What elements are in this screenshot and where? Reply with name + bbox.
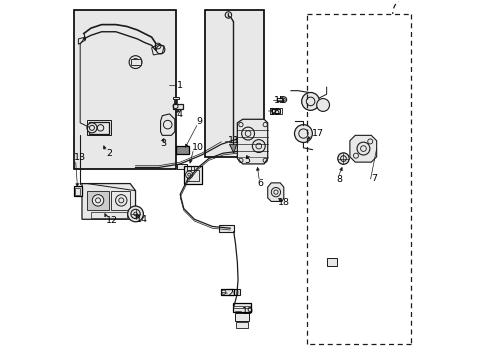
Text: 5: 5 (244, 156, 250, 165)
Bar (183, 166, 202, 184)
Circle shape (185, 171, 192, 178)
Text: 6: 6 (257, 179, 263, 188)
Polygon shape (229, 144, 236, 153)
Text: 13: 13 (74, 153, 86, 162)
Polygon shape (267, 183, 283, 202)
Bar (235, 322, 247, 328)
Bar (186, 170, 198, 181)
Circle shape (337, 153, 348, 164)
Text: 17: 17 (312, 129, 324, 138)
Text: 7: 7 (370, 175, 377, 184)
Circle shape (271, 188, 280, 197)
Polygon shape (237, 119, 267, 164)
Circle shape (115, 195, 127, 206)
Circle shape (316, 99, 329, 111)
Bar (221, 289, 233, 295)
Bar (233, 303, 250, 312)
Text: 1: 1 (176, 81, 182, 90)
Bar (276, 98, 282, 102)
Bar (227, 289, 240, 295)
Bar (87, 120, 110, 135)
Bar (326, 258, 336, 266)
Bar (176, 164, 187, 169)
Text: 9: 9 (196, 117, 202, 126)
Text: 18: 18 (278, 198, 289, 207)
Text: 16: 16 (268, 108, 280, 117)
Bar (219, 225, 233, 232)
Bar (173, 97, 179, 99)
Text: 3: 3 (160, 139, 165, 148)
Bar (110, 191, 130, 210)
Bar (74, 10, 175, 169)
Circle shape (301, 93, 319, 111)
Circle shape (294, 125, 312, 143)
Text: 19: 19 (241, 307, 253, 316)
Text: 8: 8 (335, 175, 341, 184)
Circle shape (92, 195, 103, 206)
Circle shape (129, 56, 142, 68)
Polygon shape (78, 37, 85, 44)
Text: 14: 14 (136, 215, 148, 224)
Circle shape (163, 120, 172, 129)
Bar (91, 212, 126, 217)
Bar (74, 186, 81, 196)
Text: 10: 10 (191, 143, 203, 152)
Bar (205, 10, 264, 157)
Polygon shape (151, 44, 164, 55)
Circle shape (281, 97, 286, 103)
Bar (131, 59, 140, 65)
Circle shape (252, 140, 264, 153)
Bar (269, 108, 282, 114)
Text: 11: 11 (227, 136, 239, 145)
Bar (87, 191, 108, 210)
Circle shape (127, 206, 143, 222)
Circle shape (87, 123, 97, 133)
Circle shape (221, 290, 225, 294)
Text: 15: 15 (274, 96, 285, 105)
Text: 2: 2 (106, 149, 112, 158)
Text: 12: 12 (106, 216, 118, 225)
Text: 4: 4 (176, 110, 182, 119)
Bar (173, 104, 183, 109)
Bar (175, 147, 189, 154)
Polygon shape (82, 184, 135, 219)
Bar (75, 188, 80, 195)
Bar (89, 122, 108, 134)
Polygon shape (160, 114, 175, 135)
Circle shape (241, 127, 254, 140)
Bar (272, 109, 280, 113)
Polygon shape (349, 135, 376, 162)
Circle shape (356, 142, 369, 155)
Text: 20: 20 (227, 289, 239, 298)
Bar (235, 312, 248, 321)
